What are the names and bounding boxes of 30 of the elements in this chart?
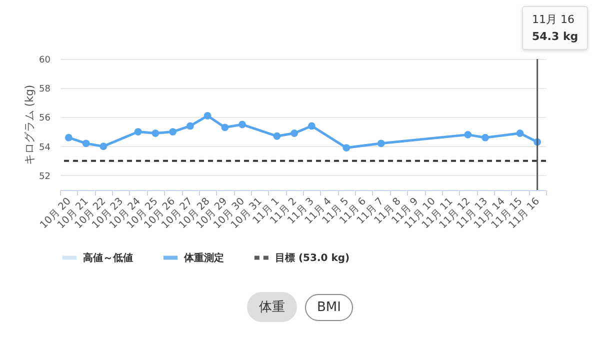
legend-label: 体重測定 [183,252,224,264]
y-tick-label: 60 [39,56,51,66]
point [464,130,472,138]
legend-label: 高値～低値 [83,252,133,264]
point [482,134,489,142]
point [238,120,246,128]
y-tick-label: 56 [39,114,51,124]
y-tick-label: 58 [39,84,51,95]
point [100,142,108,150]
point [290,130,298,137]
point [516,130,524,137]
point [221,124,229,132]
y-axis-title: キログラム (kg) [23,84,36,166]
point [82,140,90,148]
point [152,130,160,137]
toggle-button: 体重 [247,292,298,322]
point [204,112,212,120]
point [342,144,350,152]
point [308,122,316,130]
point [64,134,72,142]
point [186,122,194,130]
text: 11月 16 54.3 kg [532,12,578,45]
point [273,132,281,140]
y-tick-label: 54 [39,142,51,153]
point [134,128,142,136]
legend-label: 目標 (53.0 kg) [275,252,350,264]
y-tick-label: 52 [39,172,50,182]
point [377,140,385,148]
toggle-button: BMI [305,294,353,321]
point [169,128,177,136]
